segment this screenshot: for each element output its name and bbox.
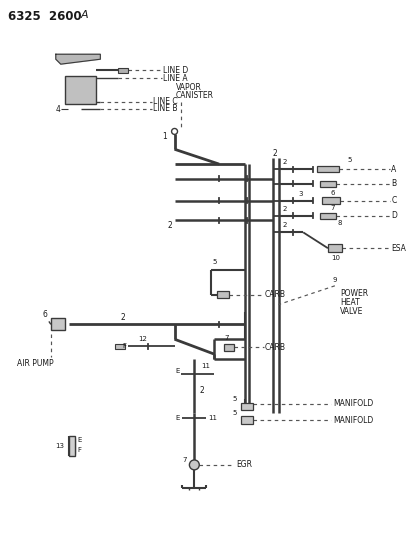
Text: 6: 6: [43, 310, 48, 319]
Text: 5: 5: [211, 259, 216, 265]
Text: HEAT: HEAT: [339, 298, 359, 307]
Text: 4: 4: [56, 105, 61, 114]
Text: 2: 2: [167, 221, 172, 230]
Text: 9: 9: [332, 277, 337, 283]
Bar: [240, 402, 252, 410]
Text: 11: 11: [208, 415, 217, 422]
Text: LINE A: LINE A: [162, 74, 187, 83]
Text: 7: 7: [223, 335, 228, 341]
Text: MANIFOLD: MANIFOLD: [332, 416, 372, 425]
Bar: [65, 76, 96, 104]
Text: 7: 7: [330, 205, 335, 211]
Text: CARB: CARB: [264, 343, 285, 352]
Bar: [217, 291, 228, 298]
Text: E: E: [175, 415, 180, 422]
Text: CANISTER: CANISTER: [175, 91, 213, 100]
Text: E: E: [175, 368, 180, 374]
Text: C: C: [390, 196, 396, 205]
Text: 5: 5: [347, 157, 351, 163]
Text: 13: 13: [55, 443, 64, 449]
Text: AIR PUMP: AIR PUMP: [17, 359, 54, 368]
Bar: [319, 213, 335, 219]
Text: 6325  2600: 6325 2600: [8, 10, 82, 23]
Polygon shape: [56, 54, 100, 64]
Text: 5: 5: [232, 395, 237, 401]
Text: A: A: [80, 10, 88, 20]
Bar: [51, 318, 65, 330]
Text: LINE B: LINE B: [153, 104, 177, 113]
Text: 2: 2: [282, 206, 286, 212]
Text: VAPOR: VAPOR: [175, 83, 201, 92]
Text: 11: 11: [201, 363, 210, 369]
Bar: [321, 197, 339, 204]
Text: 10: 10: [330, 255, 339, 261]
Text: MANIFOLD: MANIFOLD: [332, 399, 372, 408]
Text: F: F: [77, 447, 81, 453]
Text: 3: 3: [297, 191, 302, 197]
Text: LINE D: LINE D: [162, 66, 187, 75]
Text: 2: 2: [282, 159, 286, 165]
Text: F: F: [122, 343, 126, 349]
Text: CARB: CARB: [264, 290, 285, 299]
Bar: [327, 244, 341, 252]
Text: D: D: [390, 211, 396, 220]
Bar: [118, 68, 128, 72]
Text: LINE C: LINE C: [153, 97, 177, 106]
Bar: [68, 436, 74, 456]
Bar: [223, 344, 234, 351]
Circle shape: [189, 460, 199, 470]
Text: B: B: [390, 180, 396, 188]
Text: VALVE: VALVE: [339, 307, 362, 316]
Text: 2: 2: [282, 222, 286, 229]
Text: 6: 6: [330, 190, 335, 196]
Bar: [319, 181, 335, 187]
Text: E: E: [77, 437, 82, 443]
Text: POWER: POWER: [339, 289, 367, 298]
Text: 2: 2: [120, 313, 125, 322]
Text: 2: 2: [272, 149, 276, 158]
Text: 2: 2: [199, 386, 204, 395]
Text: EGR: EGR: [235, 461, 251, 470]
Circle shape: [171, 128, 177, 134]
Bar: [115, 344, 125, 349]
Text: 5: 5: [232, 410, 237, 416]
Text: 8: 8: [337, 221, 342, 227]
Text: ESA: ESA: [390, 244, 405, 253]
Text: 12: 12: [137, 336, 146, 342]
Text: 1: 1: [162, 132, 167, 141]
Bar: [316, 166, 338, 172]
Bar: [240, 416, 252, 424]
Text: A: A: [390, 165, 396, 174]
Text: 7: 7: [182, 457, 187, 463]
